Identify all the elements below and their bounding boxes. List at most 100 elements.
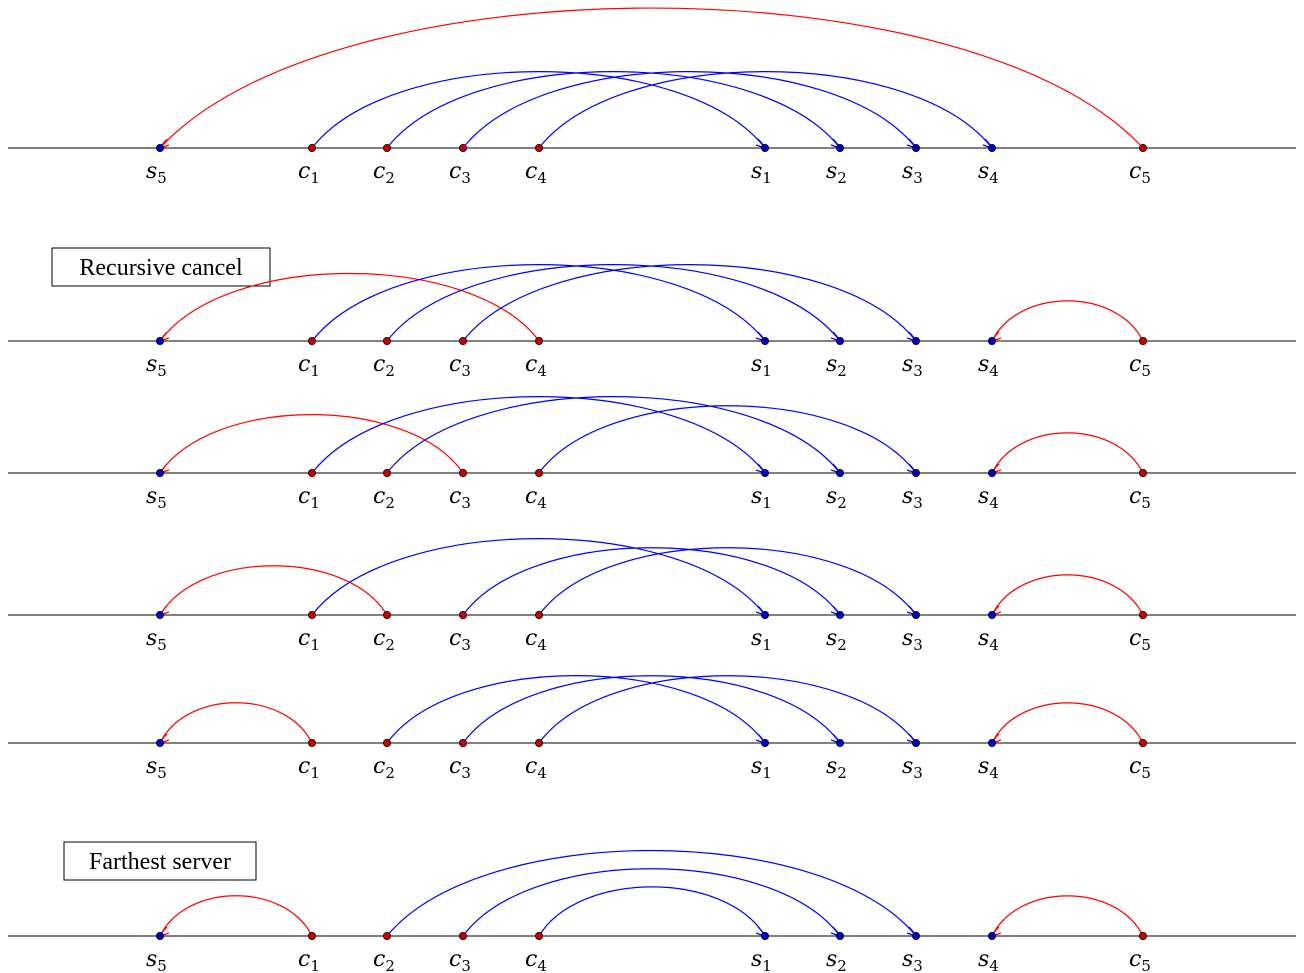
node-label-sub: 5 — [1141, 957, 1151, 973]
server-dot — [912, 739, 921, 748]
arc-path — [462, 868, 841, 937]
node-label-base: s — [826, 754, 837, 779]
node-label: c2 — [373, 159, 395, 187]
client-dot — [1139, 611, 1148, 620]
node-c4: c4 — [525, 611, 547, 654]
node-label-sub: 1 — [310, 169, 320, 187]
arc-path — [311, 538, 766, 616]
node-label: c2 — [373, 484, 395, 512]
node-label-sub: 4 — [537, 169, 547, 187]
node-s3: s3 — [902, 932, 923, 973]
node-c5: c5 — [1129, 143, 1151, 187]
node-label-sub: 1 — [762, 169, 772, 187]
node-label-base: s — [826, 159, 837, 184]
row-tag: Farthest server — [63, 841, 257, 881]
node-label-base: c — [449, 754, 461, 779]
server-dot — [155, 143, 164, 152]
client-dot — [307, 739, 316, 748]
node-label-base: c — [525, 352, 537, 377]
node-c2: c2 — [373, 739, 395, 782]
node-label-sub: 5 — [157, 494, 167, 512]
server-dot — [988, 468, 997, 477]
node-s3: s3 — [902, 143, 923, 187]
row-tag-box — [51, 247, 271, 287]
node-label: s1 — [751, 159, 772, 187]
match-arc-c5-s5 — [159, 7, 1144, 149]
server-dot — [912, 468, 921, 477]
node-label-sub: 1 — [310, 362, 320, 380]
node-label-base: s — [902, 947, 913, 972]
node-s4: s4 — [978, 336, 999, 380]
node-label: c3 — [449, 352, 471, 380]
match-arc-c1-s5 — [159, 702, 313, 744]
node-label-sub: 1 — [310, 494, 320, 512]
node-label-base: s — [751, 352, 762, 377]
match-arc-c3-s3 — [462, 264, 917, 342]
match-arc-c4-s3 — [538, 405, 917, 474]
arc-path — [462, 547, 841, 616]
node-c5: c5 — [1129, 336, 1151, 380]
arc-path — [991, 702, 1144, 744]
node-c3: c3 — [449, 611, 471, 654]
node-label: c5 — [1129, 159, 1151, 187]
node-label-sub: 3 — [461, 494, 471, 512]
node-label: s3 — [902, 947, 923, 973]
node-label: s1 — [751, 352, 772, 380]
node-label: s2 — [826, 626, 847, 654]
client-dot — [458, 739, 467, 748]
node-label-base: s — [826, 484, 837, 509]
match-arc-c3-s5 — [159, 414, 464, 474]
node-label-base: c — [1129, 159, 1141, 184]
arc-path — [386, 71, 841, 149]
node-label-sub: 3 — [461, 764, 471, 782]
node-label: s2 — [826, 484, 847, 512]
node-label-base: s — [751, 484, 762, 509]
node-s1: s1 — [751, 739, 772, 782]
server-dot — [155, 611, 164, 620]
match-arc-c1-s1 — [311, 396, 766, 474]
matching-row-5: s5 c1 c2 c3 c4 s1 s2 s3 s4 c5 — [8, 675, 1296, 782]
arc-path — [991, 432, 1144, 474]
node-c1: c1 — [298, 143, 320, 187]
node-label: s4 — [978, 754, 999, 782]
node-label-base: c — [373, 484, 385, 509]
node-label-base: c — [298, 159, 310, 184]
match-arc-c5-s4 — [991, 300, 1144, 342]
node-label-base: s — [978, 754, 989, 779]
server-dot — [761, 611, 770, 620]
server-dot — [836, 143, 845, 152]
node-c1: c1 — [298, 468, 320, 512]
client-dot — [382, 739, 391, 748]
match-arc-c3-s2 — [462, 547, 841, 616]
client-dot — [307, 143, 316, 152]
node-c4: c4 — [525, 336, 547, 380]
node-s2: s2 — [826, 143, 847, 187]
node-label-base: c — [1129, 754, 1141, 779]
node-label-base: c — [298, 626, 310, 651]
node-label: s1 — [751, 484, 772, 512]
node-label-sub: 1 — [762, 957, 772, 973]
client-dot — [535, 611, 544, 620]
node-label: c4 — [525, 947, 547, 973]
arc-path — [538, 71, 993, 149]
node-label-base: s — [978, 352, 989, 377]
node-label-sub: 2 — [837, 764, 847, 782]
node-label-base: c — [525, 159, 537, 184]
node-label: s5 — [146, 159, 167, 187]
node-s4: s4 — [978, 611, 999, 654]
node-s3: s3 — [902, 611, 923, 654]
node-label-base: c — [373, 159, 385, 184]
node-label: s5 — [146, 947, 167, 973]
match-arc-c2-s2 — [386, 264, 841, 342]
node-label-sub: 2 — [837, 636, 847, 654]
node-label-sub: 3 — [461, 957, 471, 973]
arc-path — [386, 264, 841, 342]
row-tag-box — [63, 841, 257, 881]
client-dot — [535, 143, 544, 152]
client-dot — [458, 611, 467, 620]
client-dot — [1139, 143, 1148, 152]
node-c2: c2 — [373, 336, 395, 380]
